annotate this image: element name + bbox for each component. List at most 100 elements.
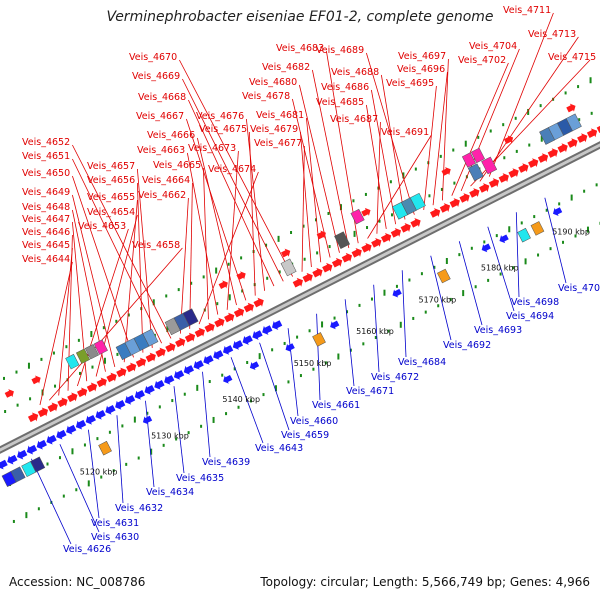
top-gene-label[interactable]: Veis_4669 [132,71,180,82]
top-gene-label[interactable]: Veis_4686 [321,82,369,93]
forward-gene-arrow[interactable] [236,269,248,281]
top-gene-label[interactable]: Veis_4715 [548,52,596,63]
bottom-gene-label[interactable]: Veis_4693 [474,325,522,336]
forward-gene-arrow[interactable] [66,390,79,403]
reverse-gene-arrow[interactable] [240,333,253,346]
forward-gene-arrow[interactable] [253,296,266,309]
top-gene-label[interactable]: Veis_4713 [528,29,576,40]
bottom-gene-label[interactable]: Veis_4632 [115,503,163,514]
forward-gene-arrow[interactable] [4,387,16,399]
forward-gene-arrow[interactable] [498,171,511,184]
top-gene-label[interactable]: Veis_4680 [249,77,297,88]
reverse-gene-block[interactable] [312,332,326,347]
forward-gene-block[interactable] [75,348,91,364]
top-gene-label[interactable]: Veis_4646 [22,227,70,238]
forward-gene-arrow[interactable] [204,321,217,334]
forward-gene-arrow[interactable] [184,331,197,344]
bottom-gene-label[interactable]: Veis_4635 [176,473,224,484]
reverse-gene-arrow[interactable] [34,438,47,451]
bottom-gene-label[interactable]: Veis_4643 [255,443,303,454]
top-gene-label[interactable]: Veis_4681 [256,110,304,121]
forward-gene-block[interactable] [565,113,582,132]
forward-gene-arrow[interactable] [439,201,452,214]
forward-gene-arrow[interactable] [565,102,577,114]
top-gene-label[interactable]: Veis_4679 [250,124,298,135]
bottom-gene-label[interactable]: Veis_4639 [202,457,250,468]
forward-gene-arrow[interactable] [488,176,501,189]
reverse-gene-arrow[interactable] [480,242,492,254]
forward-gene-arrow[interactable] [311,266,324,279]
forward-gene-arrow[interactable] [96,376,109,389]
top-gene-label[interactable]: Veis_4665 [153,160,201,171]
forward-gene-arrow[interactable] [478,181,491,194]
bottom-gene-label[interactable]: Veis_4706 [558,283,600,294]
top-gene-label[interactable]: Veis_4658 [132,240,180,251]
reverse-gene-block[interactable] [436,268,451,284]
forward-gene-arrow[interactable] [302,271,315,284]
reverse-gene-arrow[interactable] [152,378,165,391]
reverse-gene-arrow[interactable] [64,423,77,436]
top-gene-label[interactable]: Veis_4677 [254,138,302,149]
forward-gene-arrow[interactable] [31,374,43,386]
reverse-gene-block[interactable] [10,466,26,483]
forward-gene-arrow[interactable] [400,221,413,234]
forward-gene-arrow[interactable] [145,351,158,364]
reverse-gene-arrow[interactable] [74,418,87,431]
forward-gene-arrow[interactable] [503,134,515,146]
reverse-gene-arrow[interactable] [162,373,175,386]
top-gene-label[interactable]: Veis_4696 [397,64,445,75]
reverse-gene-arrow[interactable] [221,343,234,356]
bottom-gene-label[interactable]: Veis_4692 [443,340,491,351]
forward-gene-block[interactable] [142,328,159,347]
forward-gene-arrow[interactable] [537,151,550,164]
bottom-gene-label[interactable]: Veis_4659 [281,430,329,441]
bottom-gene-label[interactable]: Veis_4626 [63,544,111,555]
reverse-gene-arrow[interactable] [132,388,145,401]
reverse-gene-arrow[interactable] [328,319,340,331]
forward-gene-arrow[interactable] [527,156,540,169]
top-gene-label[interactable]: Veis_4697 [398,51,446,62]
forward-gene-arrow[interactable] [280,247,292,259]
top-gene-label[interactable]: Veis_4648 [22,202,70,213]
top-gene-label[interactable]: Veis_4653 [78,221,126,232]
top-gene-label[interactable]: Veis_4656 [87,175,135,186]
forward-gene-arrow[interactable] [125,361,138,374]
top-gene-label[interactable]: Veis_4676 [196,111,244,122]
reverse-gene-arrow[interactable] [201,353,214,366]
forward-gene-block[interactable] [461,152,477,168]
forward-gene-arrow[interactable] [468,186,481,199]
top-gene-label[interactable]: Veis_4695 [386,78,434,89]
forward-gene-arrow[interactable] [213,316,226,329]
bottom-gene-label[interactable]: Veis_4631 [91,518,139,529]
forward-gene-arrow[interactable] [517,161,530,174]
forward-gene-arrow[interactable] [566,136,579,149]
forward-gene-arrow[interactable] [547,146,560,159]
bottom-gene-label[interactable]: Veis_4698 [511,297,559,308]
reverse-gene-block[interactable] [30,456,46,473]
top-gene-label[interactable]: Veis_4702 [458,55,506,66]
forward-gene-arrow[interactable] [370,236,383,249]
reverse-gene-arrow[interactable] [15,448,28,461]
forward-gene-arrow[interactable] [76,385,89,398]
top-gene-label[interactable]: Veis_4683 [276,43,324,54]
reverse-gene-arrow[interactable] [44,433,57,446]
top-gene-label[interactable]: Veis_4647 [22,214,70,225]
reverse-gene-arrow[interactable] [284,342,296,354]
reverse-gene-arrow[interactable] [181,363,195,376]
reverse-gene-arrow[interactable] [93,408,106,421]
forward-gene-block[interactable] [481,156,498,175]
forward-gene-arrow[interactable] [390,226,403,239]
top-gene-label[interactable]: Veis_4682 [262,62,310,73]
top-gene-label[interactable]: Veis_4687 [330,114,378,125]
bottom-gene-label[interactable]: Veis_4684 [398,357,446,368]
forward-gene-arrow[interactable] [115,366,128,379]
forward-gene-arrow[interactable] [155,346,168,359]
forward-gene-arrow[interactable] [233,306,246,319]
forward-gene-block[interactable] [182,308,199,327]
forward-gene-arrow[interactable] [174,336,187,349]
reverse-gene-arrow[interactable] [0,458,9,471]
top-gene-label[interactable]: Veis_4645 [22,240,70,251]
top-gene-label[interactable]: Veis_4651 [22,151,70,162]
bottom-gene-label[interactable]: Veis_4671 [346,386,394,397]
top-gene-label[interactable]: Veis_4688 [331,67,379,78]
